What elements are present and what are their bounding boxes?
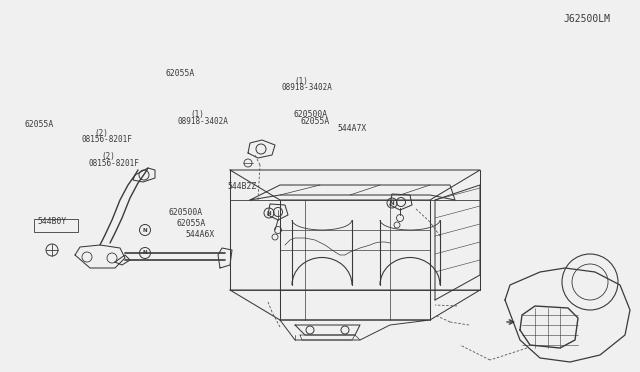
Text: 62055A: 62055A xyxy=(301,117,330,126)
Text: (2): (2) xyxy=(101,153,115,161)
Text: 544A6X: 544A6X xyxy=(186,230,215,239)
Text: 62055A: 62055A xyxy=(165,69,195,78)
Text: J62500LM: J62500LM xyxy=(563,15,610,24)
Text: (2): (2) xyxy=(95,129,109,138)
Text: 08918-3402A: 08918-3402A xyxy=(178,117,228,126)
Text: 544A7X: 544A7X xyxy=(338,124,367,133)
Text: 08918-3402A: 08918-3402A xyxy=(282,83,332,92)
Text: (1): (1) xyxy=(191,110,205,119)
Text: 08156-8201F: 08156-8201F xyxy=(88,159,139,168)
Text: 62055A: 62055A xyxy=(24,120,54,129)
Text: N: N xyxy=(390,201,394,205)
Text: 620500A: 620500A xyxy=(293,110,327,119)
Text: N: N xyxy=(143,250,147,256)
Text: 620500A: 620500A xyxy=(168,208,202,217)
Text: N: N xyxy=(143,228,147,232)
Text: 62055A: 62055A xyxy=(177,219,206,228)
Text: 544B2Z: 544B2Z xyxy=(227,182,257,190)
Text: N: N xyxy=(267,211,271,215)
Text: 544B0Y: 544B0Y xyxy=(37,217,67,226)
Text: (1): (1) xyxy=(294,77,308,86)
Text: 08156-8201F: 08156-8201F xyxy=(82,135,132,144)
